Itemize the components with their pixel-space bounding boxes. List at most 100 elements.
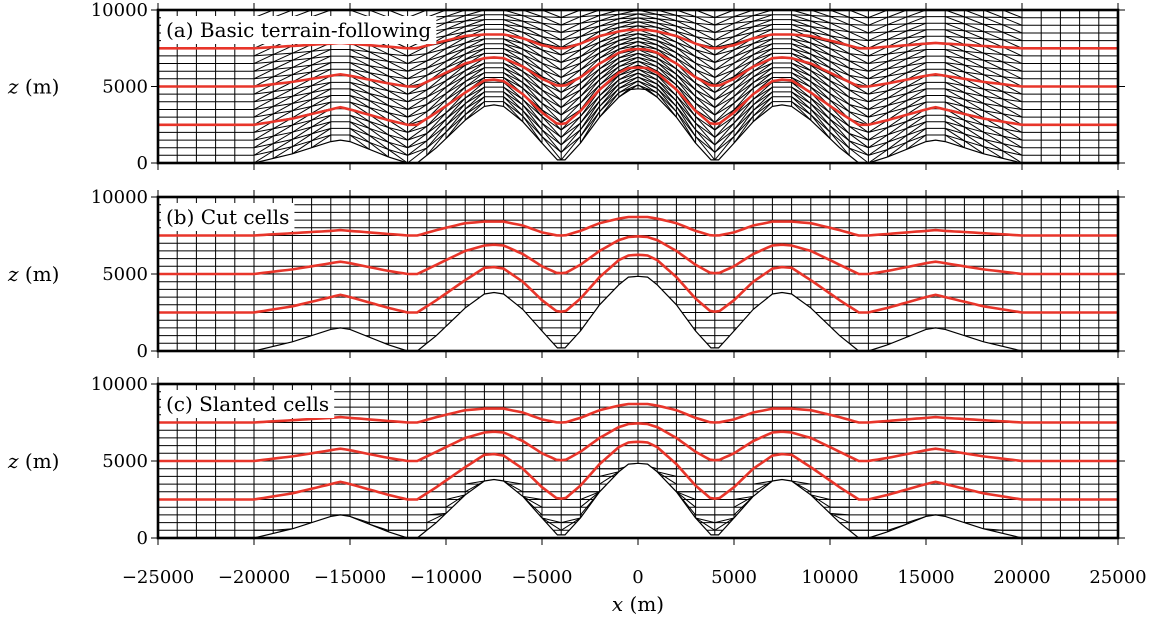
grid-diagonal <box>656 66 677 86</box>
grid-diagonal <box>752 43 773 56</box>
terrain-line <box>158 275 1118 352</box>
grid-diagonal <box>560 82 581 101</box>
grid-diagonal <box>676 41 696 57</box>
grid-diagonal <box>426 54 447 69</box>
grid-diagonal <box>407 60 428 72</box>
grid-diagonal <box>791 19 811 27</box>
grid-diagonal <box>983 52 1004 63</box>
grid-diagonal <box>445 103 466 126</box>
y-axis-label: z (m) <box>7 449 59 473</box>
grid-diagonal <box>560 36 581 48</box>
grid-diagonal <box>733 99 754 124</box>
grid-diagonal <box>618 41 639 50</box>
grid-diagonal <box>541 129 562 153</box>
grid-diagonal <box>964 30 984 40</box>
grid-slant-line <box>445 494 466 508</box>
grid-diagonal <box>560 22 581 33</box>
grid-diagonal <box>407 89 428 103</box>
grid-diagonal <box>426 86 447 105</box>
grid-diagonal <box>445 42 466 56</box>
grid-diagonal <box>1002 16 1023 26</box>
grid-slant-line <box>676 491 696 500</box>
grid-diagonal <box>522 20 543 31</box>
grid-diagonal <box>580 14 600 24</box>
y-tick-label: 5000 <box>102 451 148 472</box>
grid-diagonal <box>829 48 850 62</box>
grid-diagonal <box>637 68 658 81</box>
grid-diagonal <box>618 33 639 41</box>
grid-slant-line <box>657 471 677 477</box>
grid-slant-line <box>560 517 581 531</box>
grid-diagonal <box>599 18 619 27</box>
grid-diagonal <box>522 99 543 124</box>
grid-diagonal <box>560 49 581 63</box>
grid-diagonal <box>945 35 965 45</box>
grid-diagonal <box>887 51 908 62</box>
grid-diagonal <box>253 143 274 156</box>
grid-diagonal <box>445 75 466 94</box>
grid-diagonal <box>810 37 831 49</box>
grid-diagonal <box>657 22 677 32</box>
grid-diagonal <box>464 72 485 88</box>
grid-diagonal <box>368 120 389 136</box>
grid-diagonal <box>426 41 447 55</box>
grid-diagonal <box>388 134 408 149</box>
grid-diagonal <box>868 24 888 34</box>
grid-diagonal <box>810 53 831 69</box>
grid-diagonal <box>714 116 735 138</box>
grid-diagonal <box>676 36 696 51</box>
y-tick-label: 10000 <box>91 374 148 395</box>
grid-diagonal <box>848 24 869 34</box>
grid-diagonal <box>349 95 370 108</box>
grid-diagonal <box>964 99 984 112</box>
grid-diagonal <box>465 23 485 33</box>
grid-slant-line <box>733 495 754 508</box>
grid-diagonal <box>906 121 927 136</box>
grid-diagonal <box>560 56 581 71</box>
grid-diagonal <box>810 75 831 94</box>
grid-diagonal <box>311 88 332 100</box>
grid-diagonal <box>541 89 562 108</box>
x-tick-label: 0 <box>632 567 643 588</box>
grid-diagonal <box>676 52 696 71</box>
grid-diagonal <box>560 89 581 108</box>
contour-line <box>158 421 1118 463</box>
grid-diagonal <box>1002 106 1023 118</box>
grid-diagonal <box>695 122 716 146</box>
grid-slant-line <box>541 517 562 524</box>
x-tick-label: 25000 <box>1089 567 1146 588</box>
grid-diagonal <box>618 76 639 89</box>
grid-slant-line <box>829 512 850 524</box>
grid-diagonal <box>848 45 869 57</box>
grid-diagonal <box>733 115 754 144</box>
grid-diagonal <box>522 43 543 58</box>
grid-diagonal <box>368 127 389 143</box>
y-axis-variable: z <box>7 262 19 286</box>
grid-diagonal <box>637 37 658 46</box>
x-tick-label: −10000 <box>410 567 482 588</box>
grid-diagonal <box>676 20 696 31</box>
grid-diagonal <box>522 71 543 91</box>
grid-diagonal <box>983 110 1004 122</box>
grid-slant-line <box>695 517 716 531</box>
grid-diagonal <box>906 134 927 150</box>
x-tick-label: 15000 <box>897 567 954 588</box>
grid-diagonal <box>560 122 581 146</box>
grid-diagonal <box>848 89 869 103</box>
grid-diagonal <box>675 100 697 131</box>
grid-diagonal <box>445 97 466 120</box>
y-tick-label: 10000 <box>91 0 148 21</box>
grid-diagonal <box>253 98 274 110</box>
grid-diagonal <box>349 81 370 94</box>
grid-diagonal <box>311 101 332 114</box>
grid-diagonal <box>292 85 312 97</box>
grid-diagonal <box>829 28 850 40</box>
grid-diagonal <box>752 101 773 123</box>
grid-diagonal <box>829 86 850 105</box>
x-tick-label: −15000 <box>314 567 386 588</box>
panel-c: 0 5000 10000 z (m) (c) Slanted cells <box>7 374 1125 549</box>
grid-diagonal <box>829 54 850 69</box>
grid-diagonal <box>829 131 850 156</box>
grid-diagonal <box>541 122 562 146</box>
grid-diagonal <box>272 110 293 122</box>
